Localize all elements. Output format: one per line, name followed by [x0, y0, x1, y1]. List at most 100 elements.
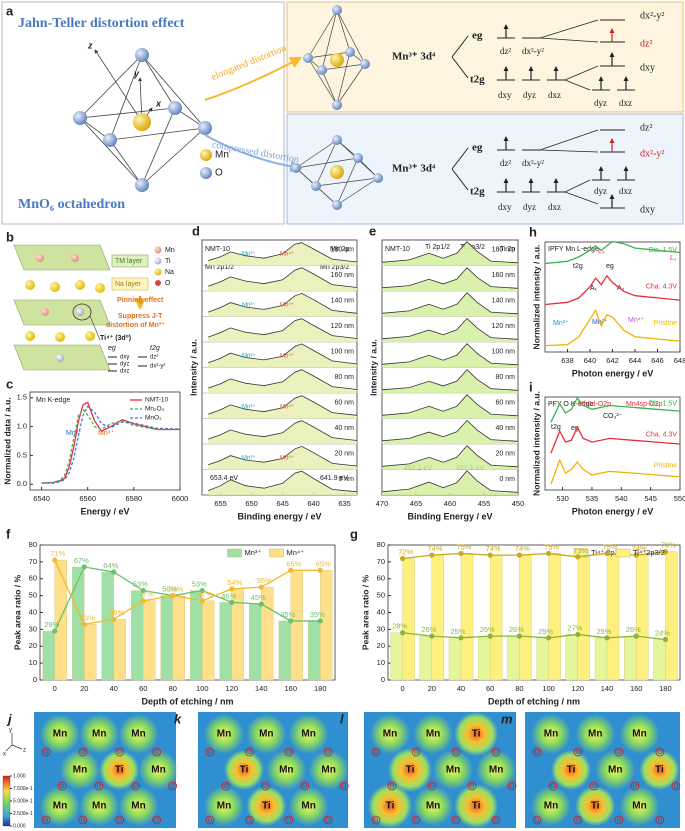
bar — [190, 590, 203, 681]
title: Jahn-Teller distortion effect — [18, 16, 185, 31]
series-label: 120 nm — [331, 323, 355, 330]
electron-head — [598, 76, 604, 81]
species-label: Mn⁴⁺ — [280, 353, 294, 360]
oxygen-ring — [152, 815, 162, 825]
series-label: 140 nm — [331, 298, 355, 305]
atom-label: Mn — [73, 765, 87, 776]
atom-label: Ti — [115, 765, 124, 776]
atom-label: Mn — [632, 801, 646, 812]
density-blob — [531, 786, 571, 826]
marker — [516, 552, 523, 558]
axis-letter: y — [133, 68, 140, 78]
value-label: 25% — [450, 627, 465, 636]
marker — [111, 569, 117, 575]
oxygen-ring — [491, 747, 501, 757]
x-tick-label: 180 — [659, 684, 672, 693]
atom-label: Mn — [53, 801, 67, 812]
value-label: 67% — [74, 556, 89, 565]
marker — [229, 586, 235, 592]
plot-frame — [29, 391, 181, 491]
oxygen-ring — [532, 815, 542, 825]
oxygen-ring — [78, 815, 88, 825]
value-label: 55% — [257, 576, 272, 585]
density-blob — [60, 750, 100, 790]
atom-label: Ti — [655, 765, 664, 776]
area — [382, 420, 518, 444]
oxygen-ring — [573, 747, 583, 757]
atom-label: Mn — [632, 729, 646, 740]
series-label: 120 nm — [492, 323, 516, 330]
layer-label: Na layer — [115, 281, 142, 288]
y-tick-label: 10 — [377, 658, 385, 667]
y-tick-label: 80 — [377, 540, 385, 549]
value-label: 36% — [109, 608, 124, 617]
bar — [490, 554, 503, 681]
density-blob — [79, 714, 120, 754]
orbital: dx²-y² — [640, 148, 664, 159]
marker — [400, 630, 406, 636]
oxygen-ring — [411, 815, 421, 825]
compressed-arrow — [204, 134, 303, 173]
bar — [431, 554, 444, 681]
density-blob — [433, 750, 474, 790]
density-blob — [266, 750, 307, 790]
line — [208, 445, 358, 467]
x-tick-label: 100 — [542, 684, 555, 693]
panel-letter: e — [369, 223, 376, 238]
octahedron — [78, 49, 207, 186]
octahedron-atoms — [73, 48, 212, 192]
marker — [288, 567, 294, 573]
x-tick-label: 40 — [457, 684, 465, 693]
electron-head — [609, 52, 615, 57]
electron-head — [623, 76, 629, 81]
x-tick-label: 648 — [674, 356, 685, 365]
legend-label: Mn₂O₃ — [145, 406, 165, 413]
annotation: NMT-10 — [205, 246, 230, 253]
density-blob — [138, 750, 179, 790]
series-label: 180 nm — [492, 247, 516, 254]
density-blob — [454, 712, 499, 756]
value-label: 72% — [398, 547, 413, 556]
density-blob — [575, 786, 616, 826]
legend-label: Ti⁴⁺2p3/2 — [633, 548, 665, 557]
bar — [54, 559, 67, 681]
species-label: Mn⁴⁺ — [280, 251, 294, 258]
marker — [575, 631, 581, 638]
y-tick-label: 10 — [29, 658, 37, 667]
oxygen-ring — [614, 747, 624, 757]
atom-label: O — [657, 818, 662, 824]
x-tick-label: 655 — [214, 499, 227, 508]
density-blob — [308, 750, 349, 790]
area — [382, 394, 518, 419]
atom-label: O — [326, 750, 331, 756]
value-label: 33% — [80, 613, 95, 622]
y-tick-label: 20 — [29, 641, 37, 650]
x-tick-label: 20 — [428, 684, 436, 693]
value-label: 74% — [486, 544, 501, 553]
line — [208, 420, 358, 441]
bar — [402, 558, 415, 681]
colorbar-label: 5.000e-1 — [13, 798, 33, 804]
line — [550, 425, 681, 454]
bar — [202, 600, 215, 681]
annotation: 653.4 eV — [210, 475, 238, 482]
atom-label: O — [154, 818, 159, 824]
area — [382, 267, 518, 291]
value-label: 75% — [544, 542, 559, 551]
oxygen-ring — [115, 815, 125, 825]
marker — [199, 587, 205, 594]
marker — [52, 628, 58, 634]
oxygen-ring — [244, 747, 254, 757]
split-line — [451, 35, 469, 79]
electron-head — [609, 138, 615, 143]
x-tick-label: 40 — [110, 684, 118, 693]
connector — [539, 129, 599, 205]
value-label: 26% — [421, 625, 436, 634]
atom-label: O — [576, 818, 581, 824]
x-tick-label: 60 — [486, 684, 494, 693]
oxygen-ring — [532, 747, 542, 757]
annotation: PFY O K-edge — [548, 401, 594, 408]
x-tick-label: 530 — [556, 494, 569, 503]
y-tick-label: 0.5 — [17, 450, 27, 459]
x-tick-label: 140 — [601, 684, 614, 693]
